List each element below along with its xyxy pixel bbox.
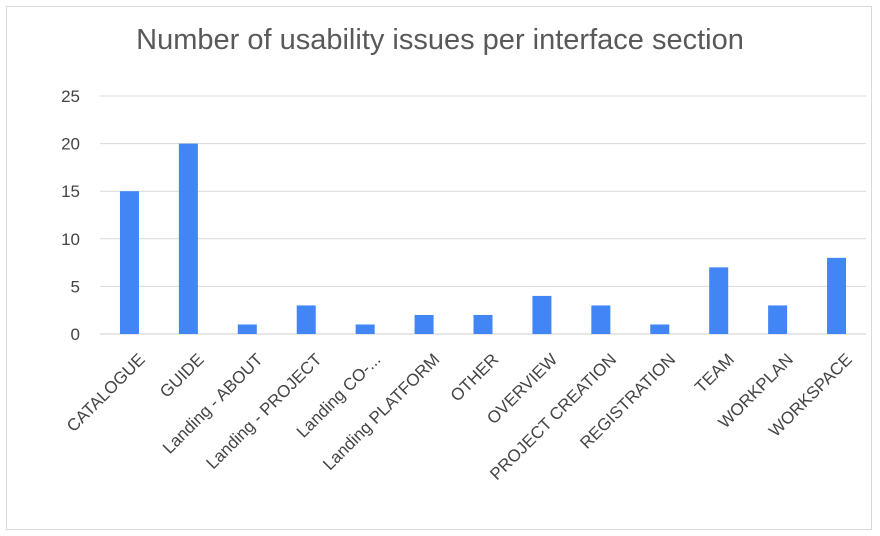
- x-tick-label: GUIDE: [156, 350, 208, 402]
- y-tick-label: 15: [61, 182, 80, 201]
- bar: [119, 191, 139, 334]
- x-tick-label: Landing PLATFORM: [319, 350, 443, 474]
- chart-title: Number of usability issues per interface…: [136, 24, 744, 56]
- y-tick-label: 20: [61, 135, 80, 154]
- bar: [237, 324, 257, 334]
- bar: [473, 314, 493, 334]
- x-tick-label: CATALOGUE: [63, 350, 149, 436]
- bar: [414, 314, 434, 334]
- y-tick-label: 0: [71, 325, 80, 344]
- bar: [650, 324, 670, 334]
- bar: [827, 257, 847, 334]
- bar: [709, 267, 729, 334]
- y-tick-label: 10: [61, 230, 80, 249]
- bar: [768, 305, 788, 334]
- y-tick-label: 5: [71, 277, 80, 296]
- x-tick-label: OTHER: [447, 350, 503, 406]
- bar: [591, 305, 611, 334]
- bar: [532, 295, 552, 334]
- y-tick-label: 25: [61, 87, 80, 106]
- bar: [296, 305, 316, 334]
- x-tick-label: Landing - PROJECT: [203, 350, 326, 473]
- bar: [355, 324, 375, 334]
- x-tick-label: Landing - ABOUT: [159, 350, 267, 458]
- bar: [178, 143, 198, 334]
- x-tick-label: TEAM: [691, 350, 738, 397]
